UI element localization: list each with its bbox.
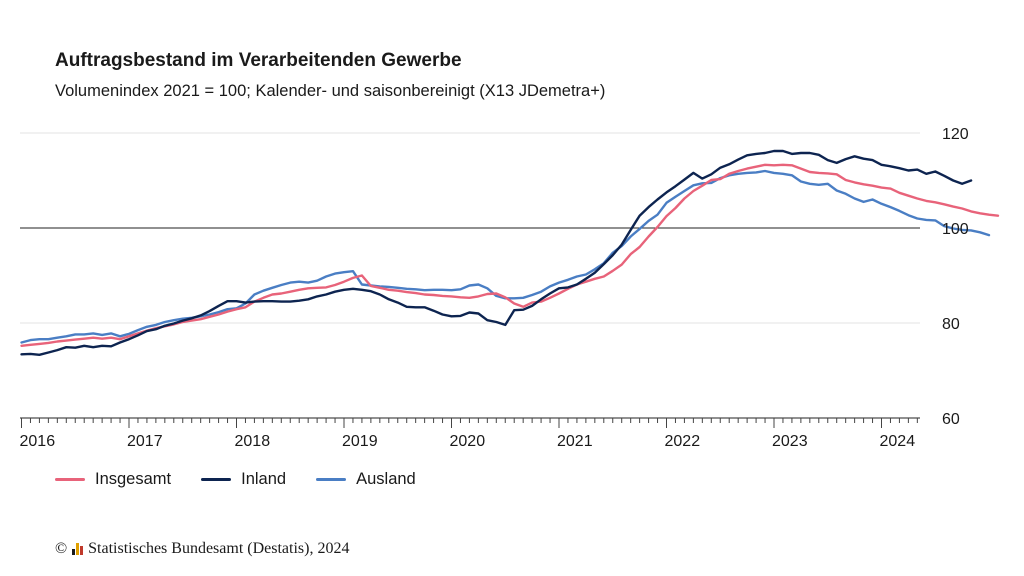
series-line-insgesamt bbox=[20, 163, 1000, 347]
x-tick-label-2024: 2024 bbox=[880, 433, 916, 450]
legend-swatch-inland bbox=[201, 478, 232, 481]
legend-label-inland: Inland bbox=[241, 470, 287, 488]
legend-swatch-insgesamt bbox=[55, 478, 85, 481]
legend-swatch-ausland bbox=[316, 478, 347, 481]
y-tick-label-100: 100 bbox=[942, 221, 969, 238]
x-tick-label-2019: 2019 bbox=[342, 433, 378, 450]
legend: Insgesamt Inland Ausland bbox=[55, 470, 416, 489]
chart-title: Auftragsbestand im Verarbeitenden Gewerb… bbox=[55, 50, 462, 71]
y-tick-label-60: 60 bbox=[942, 411, 960, 428]
y-tick-label-80: 80 bbox=[942, 316, 960, 333]
series-line-ausland bbox=[20, 169, 991, 344]
destatis-logo-icon bbox=[72, 543, 84, 555]
x-tick-label-2023: 2023 bbox=[772, 433, 808, 450]
x-tick-label-2021: 2021 bbox=[557, 433, 593, 450]
y-tick-label-120: 120 bbox=[942, 126, 969, 143]
footer: © Statistisches Bundesamt (Destatis), 20… bbox=[55, 540, 349, 558]
source-text: Statistisches Bundesamt (Destatis), 2024 bbox=[88, 540, 350, 557]
chart-subtitle: Volumenindex 2021 = 100; Kalender- und s… bbox=[55, 82, 606, 100]
x-tick-label-2022: 2022 bbox=[665, 433, 701, 450]
x-tick-label-2016: 2016 bbox=[20, 433, 56, 450]
legend-item-inland: Inland bbox=[201, 470, 286, 489]
series-line-inland bbox=[20, 149, 973, 356]
legend-label-insgesamt: Insgesamt bbox=[95, 470, 172, 488]
x-tick-label-2020: 2020 bbox=[450, 433, 486, 450]
legend-item-insgesamt: Insgesamt bbox=[55, 470, 171, 489]
legend-label-ausland: Ausland bbox=[356, 470, 416, 488]
x-tick-label-2017: 2017 bbox=[127, 433, 163, 450]
legend-item-ausland: Ausland bbox=[316, 470, 416, 489]
copyright-symbol: © bbox=[55, 540, 68, 557]
x-tick-label-2018: 2018 bbox=[235, 433, 271, 450]
